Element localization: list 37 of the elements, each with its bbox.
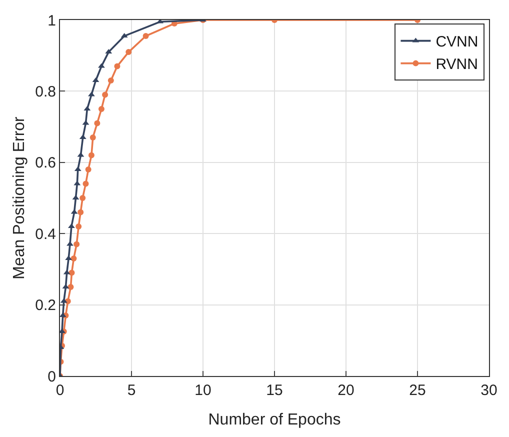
legend-label: CVNN (436, 34, 478, 51)
y-tick-label: 0.4 (35, 226, 56, 243)
y-tick-label: 0.6 (35, 154, 56, 172)
point (94, 120, 100, 126)
point (70, 256, 77, 262)
point (142, 33, 149, 40)
x-tick-label: 30 (480, 382, 498, 399)
x-tick-label: 5 (127, 382, 136, 399)
point (85, 166, 92, 173)
point (68, 270, 75, 276)
y-tick-label: 0.2 (35, 297, 56, 314)
y-tick-label: 0.8 (35, 83, 56, 100)
point (114, 63, 120, 70)
point (66, 241, 74, 246)
point (80, 195, 86, 201)
x-tick-label: 15 (266, 382, 283, 399)
point (102, 92, 108, 98)
point (88, 152, 94, 158)
point (126, 49, 132, 56)
point (108, 78, 114, 84)
x-tick-label: 20 (338, 382, 354, 399)
point (78, 209, 84, 216)
point (90, 134, 96, 140)
y-tick-label: 0 (48, 368, 56, 386)
point (98, 106, 104, 112)
point (74, 241, 80, 248)
x-tick-label: 25 (409, 382, 426, 399)
y-tick-label: 1 (48, 12, 56, 30)
point (76, 223, 82, 230)
x-tick-label: 10 (194, 382, 212, 399)
y-axis-title: Mean Positioning Error (11, 116, 28, 280)
point (98, 63, 105, 68)
point (82, 180, 89, 187)
legend-label: RVNN (436, 56, 478, 74)
point (88, 92, 95, 96)
x-axis-title: Number of Epochs (208, 412, 341, 429)
point (68, 284, 74, 290)
